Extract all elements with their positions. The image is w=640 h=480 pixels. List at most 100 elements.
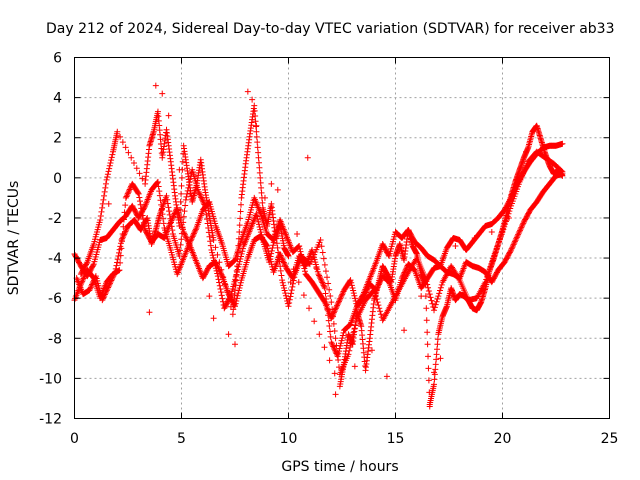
data-point [237, 208, 244, 215]
data-point [432, 366, 439, 373]
data-point [231, 257, 238, 264]
data-point [372, 293, 379, 300]
data-point [135, 189, 142, 196]
data-point [327, 333, 334, 340]
data-point [318, 276, 325, 283]
data-point [219, 295, 226, 302]
data-point [212, 244, 219, 251]
data-point [268, 180, 275, 187]
data-point [318, 243, 325, 250]
data-point [180, 213, 187, 220]
data-point [154, 178, 161, 185]
data-point [124, 192, 131, 199]
data-point [401, 327, 408, 334]
data-point [110, 273, 117, 280]
data-point [274, 186, 281, 193]
data-point [234, 266, 241, 273]
data-point [280, 258, 287, 265]
data-point [427, 294, 434, 301]
data-point [432, 361, 439, 368]
x-axis-label: GPS time / hours [281, 459, 398, 475]
data-point [339, 289, 346, 296]
data-point [130, 159, 137, 166]
data-point [186, 178, 193, 185]
data-point [512, 237, 519, 244]
data-point [235, 290, 242, 297]
data-point [332, 305, 339, 312]
data-point [180, 219, 187, 226]
data-point [321, 261, 328, 268]
data-point [89, 280, 96, 287]
plot-frame [74, 57, 610, 419]
data-point [183, 234, 190, 241]
data-point [234, 249, 241, 256]
data-point [79, 276, 86, 283]
data-point [328, 340, 335, 347]
data-point [195, 188, 202, 195]
data-point [350, 290, 357, 297]
data-point [368, 347, 375, 354]
data-point [178, 182, 185, 189]
data-point [471, 235, 478, 241]
data-point [339, 332, 346, 339]
data-point [103, 176, 110, 183]
data-point [316, 272, 323, 279]
data-point [156, 192, 163, 199]
data-point [235, 242, 242, 249]
data-point [234, 269, 241, 276]
data-point [166, 211, 173, 218]
data-point [105, 168, 112, 175]
data-point [107, 159, 114, 166]
data-point [283, 295, 290, 302]
data-point [375, 302, 382, 309]
data-point [179, 224, 186, 231]
y-tick-label: 4 [53, 91, 62, 107]
data-point [207, 238, 214, 245]
data-point [116, 267, 123, 274]
data-point [270, 239, 277, 246]
data-point [423, 317, 430, 324]
data-point [327, 292, 334, 299]
data-point [347, 340, 354, 347]
data-point [182, 196, 189, 203]
data-point [256, 169, 263, 176]
data-point [319, 279, 326, 286]
data-point [203, 216, 210, 223]
data-point [261, 194, 268, 201]
data-point [431, 381, 438, 388]
data-point [125, 149, 132, 156]
data-point [253, 122, 260, 129]
data-point [167, 215, 174, 222]
data-point [155, 183, 162, 190]
data-point [266, 256, 273, 263]
data-point [114, 256, 121, 263]
data-point [269, 245, 276, 252]
data-point [349, 333, 356, 340]
data-point [279, 277, 286, 284]
data-point [123, 225, 130, 232]
data-point [254, 139, 261, 146]
data-point [434, 341, 441, 348]
data-point [426, 291, 433, 298]
data-point [281, 284, 288, 291]
data-point [334, 302, 341, 309]
data-point [192, 227, 199, 234]
data-point [347, 277, 354, 284]
data-point [100, 196, 107, 203]
data-point [109, 274, 116, 281]
data-point [176, 166, 183, 173]
data-point [252, 118, 259, 125]
data-point [122, 228, 129, 235]
data-point [377, 308, 384, 315]
data-point [425, 287, 432, 294]
data-point [177, 241, 184, 248]
data-point [268, 250, 275, 257]
data-point [280, 282, 287, 289]
data-point [275, 249, 282, 256]
y-tick-label: 2 [53, 131, 62, 147]
data-point [501, 223, 508, 230]
data-point [80, 275, 87, 282]
data-point [209, 249, 216, 256]
data-point [437, 287, 444, 294]
